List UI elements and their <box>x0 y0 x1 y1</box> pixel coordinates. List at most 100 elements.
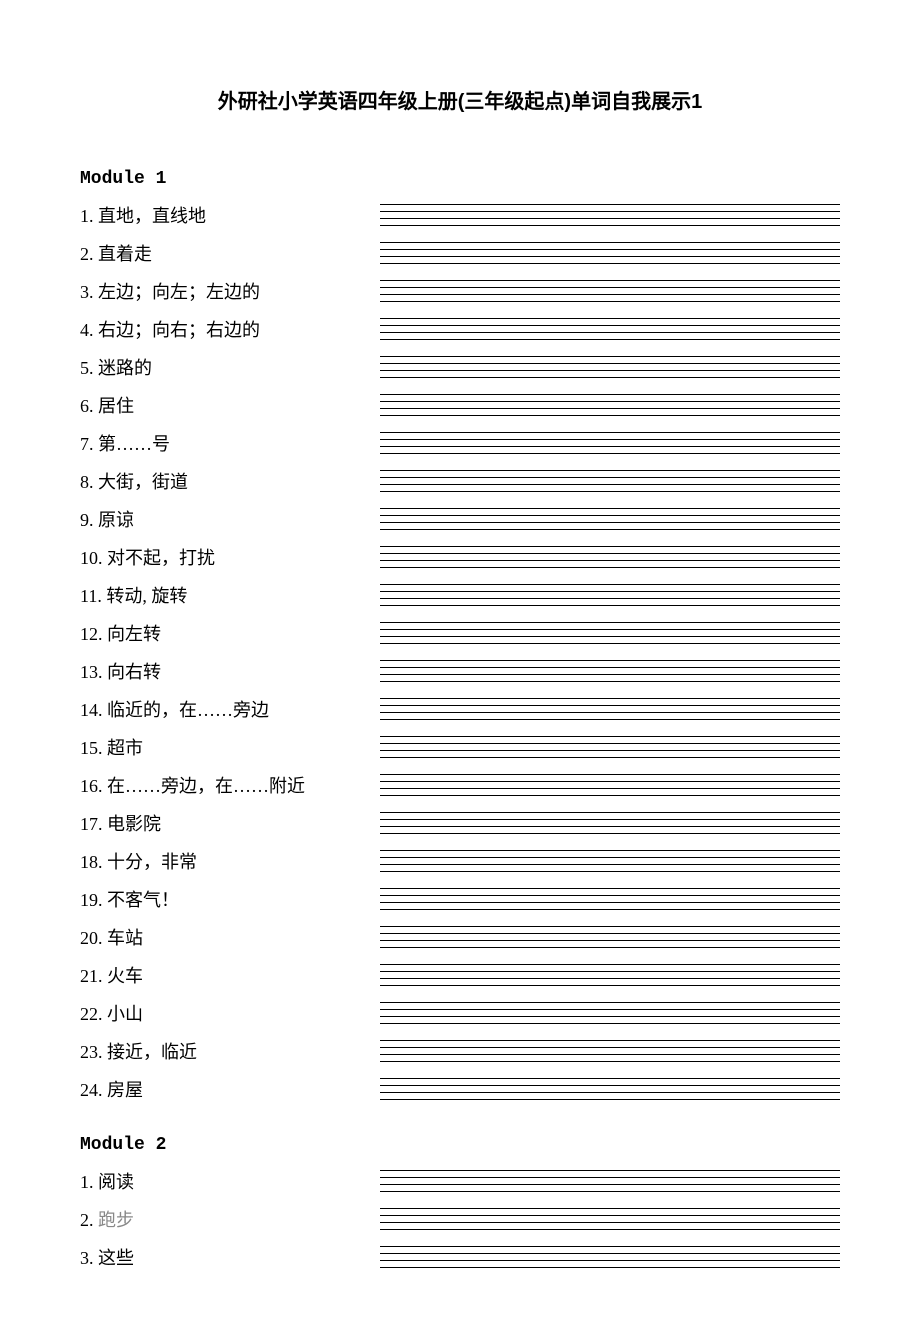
item-number: 10 <box>80 548 98 568</box>
writing-lines <box>380 432 840 454</box>
item-text: 接近，临近 <box>107 1042 197 1062</box>
item-number: 8 <box>80 472 89 492</box>
item-separator: . <box>89 320 98 340</box>
vocab-item-row: 1. 直地，直线地 <box>80 201 840 229</box>
item-number: 2 <box>80 244 89 264</box>
vocab-item-row: 23. 接近，临近 <box>80 1037 840 1065</box>
vocab-item-label: 24. 房屋 <box>80 1076 380 1102</box>
item-number: 23 <box>80 1042 98 1062</box>
item-text: 对不起，打扰 <box>107 548 215 568</box>
vocab-item-label: 2. 直着走 <box>80 240 380 266</box>
writing-lines <box>380 698 840 720</box>
item-number: 12 <box>80 624 98 644</box>
item-separator: . <box>89 244 98 264</box>
item-number: 4 <box>80 320 89 340</box>
page-title: 外研社小学英语四年级上册(三年级起点)单词自我展示1 <box>80 85 840 114</box>
writing-lines <box>380 964 840 986</box>
item-number: 11 <box>80 586 97 606</box>
item-separator: . <box>98 776 107 796</box>
writing-lines <box>380 736 840 758</box>
vocab-item-label: 10. 对不起，打扰 <box>80 544 380 570</box>
item-separator: . <box>98 928 107 948</box>
writing-lines <box>380 926 840 948</box>
vocab-item-label: 3. 左边；向左；左边的 <box>80 278 380 304</box>
item-text: 原谅 <box>98 510 134 530</box>
writing-lines <box>380 850 840 872</box>
vocab-item-label: 4. 右边；向右；右边的 <box>80 316 380 342</box>
item-text: 不客气！ <box>107 890 179 910</box>
vocab-item-label: 2. 跑步 <box>80 1206 380 1232</box>
writing-lines <box>380 1040 840 1062</box>
item-text: 火车 <box>107 966 143 986</box>
item-number: 22 <box>80 1004 98 1024</box>
writing-lines <box>380 508 840 530</box>
item-text: 跑步 <box>98 1210 134 1230</box>
item-number: 9 <box>80 510 89 530</box>
vocab-item-row: 18. 十分，非常 <box>80 847 840 875</box>
item-number: 3 <box>80 1248 89 1268</box>
writing-lines <box>380 622 840 644</box>
writing-lines <box>380 584 840 606</box>
item-separator: . <box>98 814 107 834</box>
item-text: 右边；向右；右边的 <box>98 320 260 340</box>
item-text: 电影院 <box>107 814 161 834</box>
item-number: 17 <box>80 814 98 834</box>
item-separator: . <box>98 1004 107 1024</box>
item-number: 15 <box>80 738 98 758</box>
vocab-item-label: 17. 电影院 <box>80 810 380 836</box>
item-number: 2 <box>80 1210 89 1230</box>
vocab-item-row: 2. 跑步 <box>80 1205 840 1233</box>
item-text: 迷路的 <box>98 358 152 378</box>
item-text: 向右转 <box>107 662 161 682</box>
vocab-item-row: 3. 这些 <box>80 1243 840 1271</box>
vocab-item-label: 8. 大街，街道 <box>80 468 380 494</box>
vocab-item-label: 9. 原谅 <box>80 506 380 532</box>
item-separator: . <box>98 700 107 720</box>
vocab-item-row: 9. 原谅 <box>80 505 840 533</box>
item-text: 直地，直线地 <box>98 206 206 226</box>
writing-lines <box>380 242 840 264</box>
item-separator: . <box>98 662 107 682</box>
item-separator: . <box>98 624 107 644</box>
vocab-item-row: 19. 不客气！ <box>80 885 840 913</box>
content-area: Module 1 1. 直地，直线地 2. 直着走 3. 左边；向左；左边的 4. 右边… <box>80 169 840 1271</box>
item-number: 1 <box>80 206 89 226</box>
vocab-item-row: 10. 对不起，打扰 <box>80 543 840 571</box>
item-separator: . <box>89 358 98 378</box>
vocab-item-label: 1. 直地，直线地 <box>80 202 380 228</box>
item-number: 14 <box>80 700 98 720</box>
module-header: Module 1 <box>80 169 840 189</box>
writing-lines <box>380 204 840 226</box>
item-number: 24 <box>80 1080 98 1100</box>
writing-lines <box>380 356 840 378</box>
item-separator: . <box>89 206 98 226</box>
item-text: 左边；向左；左边的 <box>98 282 260 302</box>
vocab-item-label: 11. 转动, 旋转 <box>80 582 380 608</box>
item-text: 临近的，在……旁边 <box>107 700 269 720</box>
item-text: 向左转 <box>107 624 161 644</box>
writing-lines <box>380 774 840 796</box>
item-text: 大街，街道 <box>98 472 188 492</box>
vocab-item-label: 15. 超市 <box>80 734 380 760</box>
item-number: 5 <box>80 358 89 378</box>
item-text: 十分，非常 <box>107 852 197 872</box>
writing-lines <box>380 546 840 568</box>
item-number: 21 <box>80 966 98 986</box>
item-separator: . <box>98 738 107 758</box>
vocab-item-label: 7. 第……号 <box>80 430 380 456</box>
vocab-item-label: 12. 向左转 <box>80 620 380 646</box>
item-text: 直着走 <box>98 244 152 264</box>
item-number: 16 <box>80 776 98 796</box>
module-header: Module 2 <box>80 1135 840 1155</box>
item-separator: . <box>89 396 98 416</box>
item-number: 1 <box>80 1172 89 1192</box>
item-number: 19 <box>80 890 98 910</box>
vocab-item-label: 23. 接近，临近 <box>80 1038 380 1064</box>
vocab-item-row: 13. 向右转 <box>80 657 840 685</box>
writing-lines <box>380 1170 840 1192</box>
item-separator: . <box>89 1210 98 1230</box>
writing-lines <box>380 318 840 340</box>
item-text: 车站 <box>107 928 143 948</box>
vocab-item-label: 19. 不客气！ <box>80 886 380 912</box>
item-text: 第……号 <box>98 434 170 454</box>
